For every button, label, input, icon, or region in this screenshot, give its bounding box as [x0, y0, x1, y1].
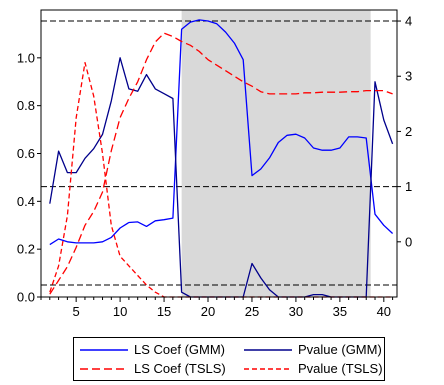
- legend: LS Coef (GMM) Pvalue (GMM) LS Coef (TSLS…: [73, 337, 385, 381]
- right-tick-label: 2: [405, 124, 412, 139]
- right-tick-label: 4: [405, 14, 412, 29]
- left-tick-label: 0.4: [17, 194, 35, 209]
- x-tick-label: 20: [201, 304, 215, 319]
- legend-label: Pvalue (GMM): [298, 342, 382, 357]
- left-tick-label: 1.0: [17, 50, 35, 65]
- legend-label: Pvalue (TSLS): [298, 361, 383, 376]
- reference-lines: [41, 20, 397, 286]
- left-tick-label: 0.2: [17, 242, 35, 257]
- left-axis: 0.0 0.2 0.4 0.6 0.8 1.0: [17, 50, 41, 305]
- x-tick-label: 30: [289, 304, 303, 319]
- left-tick-label: 0.6: [17, 146, 35, 161]
- right-tick-label: 1: [405, 179, 412, 194]
- series-line-2: [49, 32, 393, 295]
- x-tick-label: 15: [157, 304, 171, 319]
- right-axis: 0 1 2 3 4: [397, 14, 412, 249]
- right-tick-label: 3: [405, 69, 412, 84]
- series-line-0: [49, 19, 394, 246]
- legend-label: LS Coef (TSLS): [134, 361, 226, 376]
- x-tick-label: 10: [113, 304, 127, 319]
- x-tick-label: 40: [377, 304, 391, 319]
- legend-label: LS Coef (GMM): [134, 342, 226, 357]
- x-tick-label: 25: [245, 304, 259, 319]
- left-tick-label: 0.8: [17, 98, 35, 113]
- right-tick-label: 0: [405, 234, 412, 249]
- shaded-region: [181, 10, 371, 297]
- x-tick-label: 5: [73, 304, 80, 319]
- left-tick-label: 0.0: [17, 290, 35, 305]
- x-axis: 5 10 15 20 25 30 35 40: [40, 297, 394, 319]
- x-tick-label: 35: [333, 304, 347, 319]
